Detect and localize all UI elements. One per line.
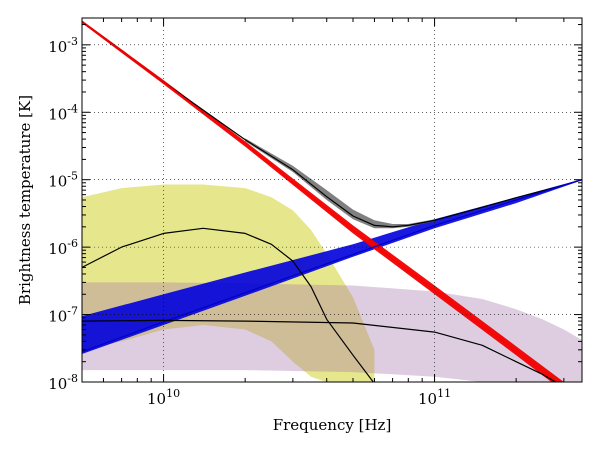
x-tick-label-0: 1010 (147, 387, 180, 408)
y-axis-label: Brightness temperature [K] (16, 95, 34, 305)
y-tick-label-3: 10-6 (48, 237, 78, 258)
series-line-1 (82, 21, 559, 382)
y-tick-label-4: 10-7 (48, 305, 78, 326)
series-line-3 (82, 227, 375, 382)
x-tick-label-1: 1011 (418, 387, 451, 408)
plot-frame (81, 17, 583, 383)
x-axis-label: Frequency [Hz] (273, 416, 392, 434)
band-2 (82, 179, 582, 354)
y-tick-label-2: 10-5 (48, 170, 78, 191)
series-lines (82, 21, 582, 382)
series-line-4 (82, 319, 557, 382)
y-tick-label-1: 10-4 (48, 102, 78, 123)
series-line-2 (82, 179, 582, 353)
y-tick-label-0: 10-3 (48, 35, 78, 56)
y-tick-label-5: 10-8 (48, 372, 78, 393)
tick-labels: 1010 1011 10-3 10-4 10-5 10-6 10-7 10-8 (48, 35, 451, 408)
series-line-0 (82, 21, 582, 228)
